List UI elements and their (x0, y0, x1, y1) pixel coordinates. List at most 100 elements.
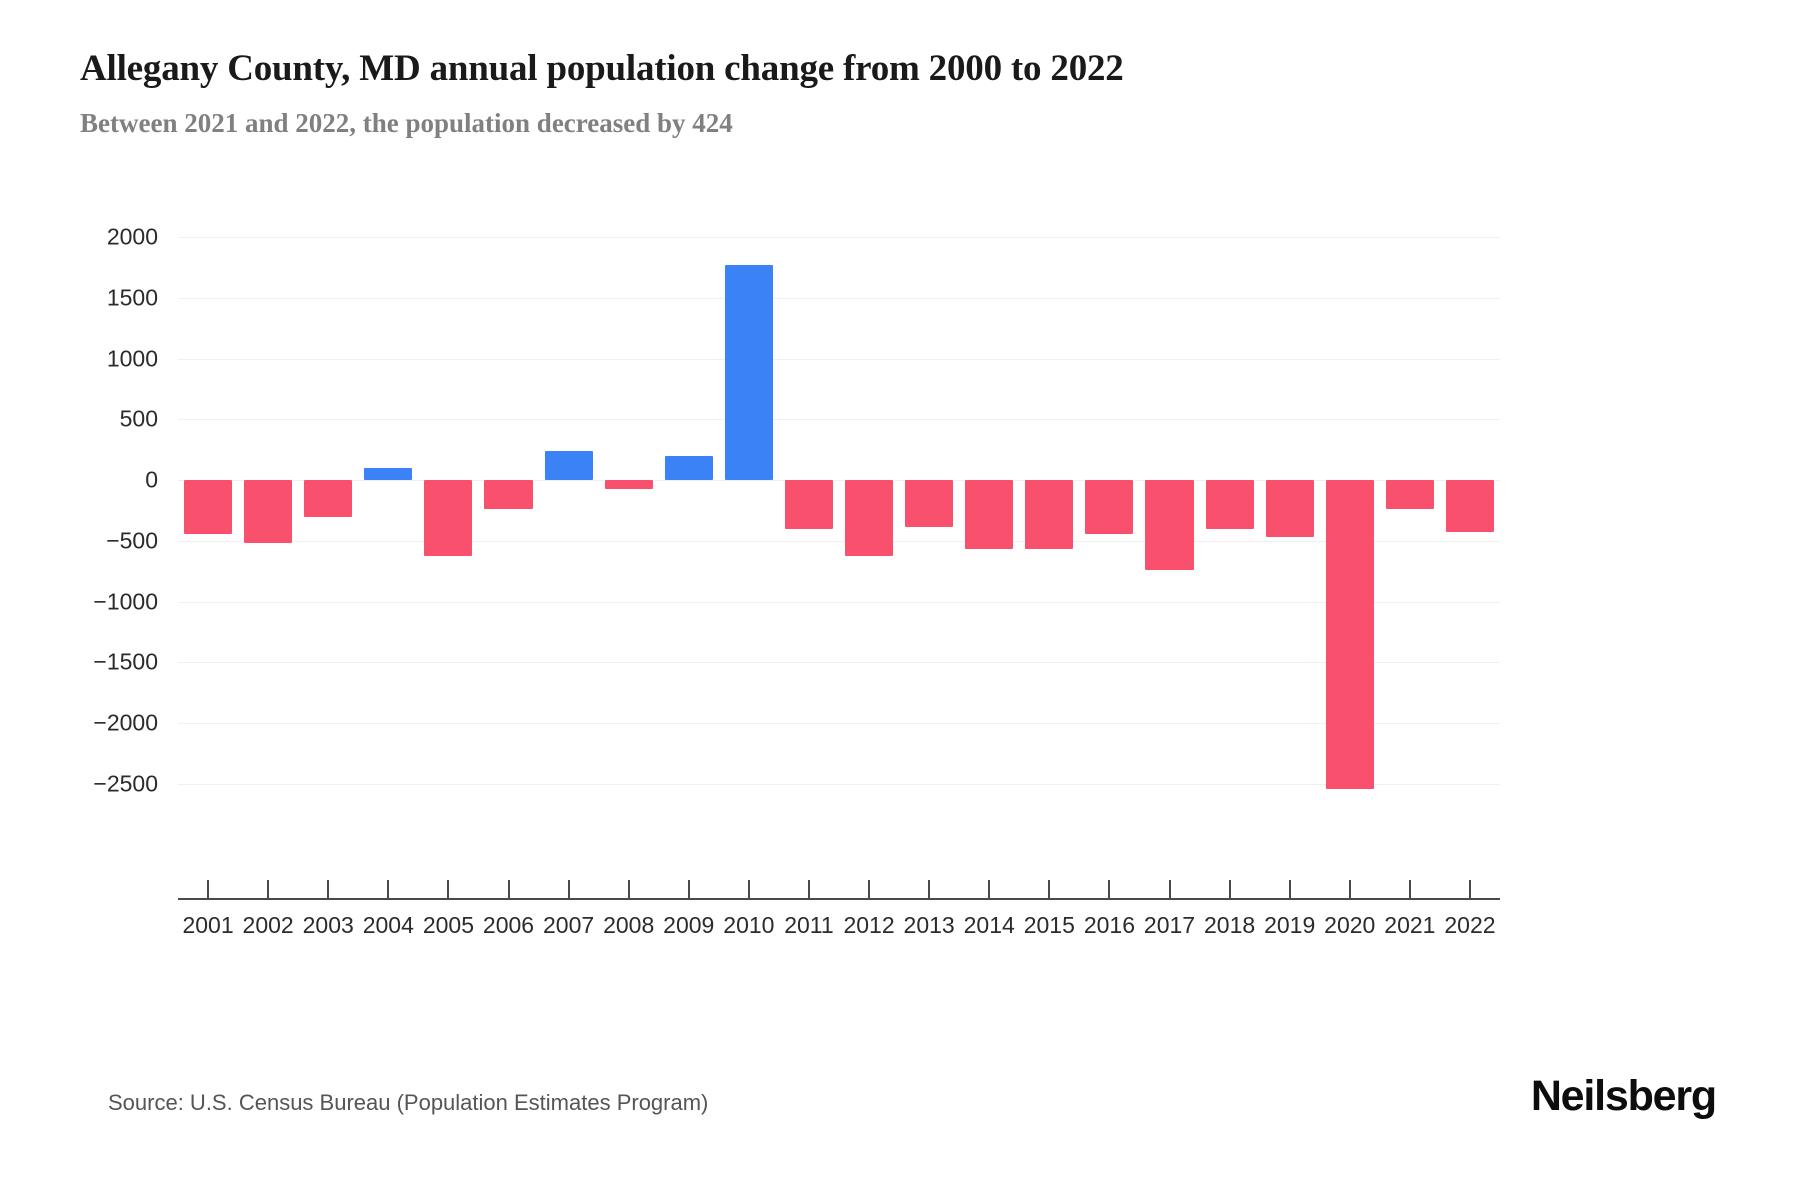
x-axis-tick (327, 880, 330, 898)
y-axis-tick-label: 2000 (106, 223, 158, 250)
bar-slot[interactable] (1260, 237, 1320, 784)
y-axis-tick-label: 1500 (106, 284, 158, 311)
x-axis-tick-label: 2018 (1203, 912, 1256, 938)
x-axis-tick-label: 2008 (603, 912, 655, 938)
bar-2011[interactable] (784, 480, 833, 530)
bar-2006[interactable] (484, 480, 533, 510)
bar-2017[interactable] (1145, 480, 1194, 571)
bar-slot[interactable] (238, 237, 298, 784)
x-axis-tick-label: 2020 (1324, 912, 1376, 938)
bar-2012[interactable] (845, 480, 894, 557)
x-axis-tick-label: 2003 (302, 912, 354, 938)
bar-slot[interactable] (719, 237, 779, 784)
bar-slot[interactable] (1200, 237, 1260, 784)
x-axis-tick (567, 880, 570, 898)
y-axis-tick-label: 1000 (106, 345, 158, 372)
bar-2003[interactable] (304, 480, 353, 518)
chart-header: Allegany County, MD annual population ch… (80, 46, 1720, 140)
x-axis-tick (988, 880, 991, 898)
bar-slot[interactable] (1139, 237, 1199, 784)
bar-slot[interactable] (659, 237, 719, 784)
x-axis-tick-label: 2017 (1143, 912, 1196, 938)
bar-2018[interactable] (1205, 480, 1254, 529)
x-axis-tick-label: 2007 (542, 912, 595, 938)
bar-slot[interactable] (1380, 237, 1440, 784)
bar-2021[interactable] (1385, 480, 1434, 510)
bar-slot[interactable] (1440, 237, 1500, 784)
y-axis-tick-label: −500 (106, 527, 158, 554)
bar-2009[interactable] (664, 455, 713, 481)
bar-slot[interactable] (358, 237, 418, 784)
x-axis-tick (507, 880, 510, 898)
bar-slot[interactable] (1320, 237, 1380, 789)
x-axis-tick-label: 2006 (482, 912, 535, 938)
bar-slot[interactable] (178, 237, 238, 784)
x-axis-tick-label: 2009 (663, 912, 715, 938)
y-axis-tick-label: −2000 (93, 709, 158, 736)
y-axis-tick-label: −1500 (93, 648, 158, 675)
x-axis-tick-label: 2012 (843, 912, 895, 938)
x-axis-tick (1228, 880, 1231, 898)
gridline (178, 662, 1500, 664)
x-axis-tick-label: 2011 (784, 912, 834, 938)
gridline (178, 540, 1500, 542)
bar-2008[interactable] (604, 480, 653, 489)
x-axis-tick (267, 880, 270, 898)
bar-2014[interactable] (965, 480, 1014, 549)
bar-slot[interactable] (539, 237, 599, 784)
bar-slot[interactable] (1019, 237, 1079, 784)
x-axis-tick-label: 2010 (723, 912, 775, 938)
x-axis-tick-label: 2001 (182, 912, 234, 938)
x-axis-tick-label: 2013 (903, 912, 955, 938)
x-axis-tick-label: 2002 (242, 912, 294, 938)
gridline (178, 480, 1500, 482)
bar-slot[interactable] (599, 237, 659, 784)
bar-2005[interactable] (424, 480, 473, 557)
bar-2016[interactable] (1085, 480, 1134, 535)
x-axis-tick (207, 880, 210, 898)
x-axis-tick (447, 880, 450, 898)
x-axis-tick-label: 2019 (1264, 912, 1316, 938)
x-axis-tick (1408, 880, 1411, 898)
x-axis-tick-label: 2015 (1023, 912, 1075, 938)
bar-2020[interactable] (1325, 480, 1374, 789)
bar-slot[interactable] (899, 237, 959, 784)
source-note: Source: U.S. Census Bureau (Population E… (108, 1090, 709, 1115)
gridline (178, 601, 1500, 603)
y-axis-tick-label: −2500 (93, 770, 158, 797)
bar-slot[interactable] (1079, 237, 1139, 784)
bar-slot[interactable] (839, 237, 899, 784)
bar-slot[interactable] (959, 237, 1019, 784)
bar-2013[interactable] (905, 480, 954, 527)
x-axis-tick (387, 880, 390, 898)
bar-2002[interactable] (244, 480, 293, 543)
bar-2001[interactable] (184, 480, 233, 534)
bars-container (178, 237, 1500, 789)
bar-slot[interactable] (298, 237, 358, 784)
bar-2004[interactable] (364, 467, 413, 481)
x-axis-tick (1468, 880, 1471, 898)
x-axis-tick-label: 2014 (963, 912, 1015, 938)
gridline (178, 358, 1500, 360)
x-axis-tick (1048, 880, 1051, 898)
bar-2019[interactable] (1265, 480, 1314, 537)
bar-slot[interactable] (478, 237, 538, 784)
x-axis-line (178, 898, 1500, 900)
bar-2022[interactable] (1445, 480, 1494, 532)
x-axis-tick (1168, 880, 1171, 898)
x-axis-tick (868, 880, 871, 898)
x-axis-tick-label: 2004 (362, 912, 414, 938)
x-axis-tick (928, 880, 931, 898)
x-axis-tick-label: 2005 (422, 912, 474, 938)
bar-slot[interactable] (418, 237, 478, 784)
bar-slot[interactable] (779, 237, 839, 784)
x-axis-tick (1288, 880, 1291, 898)
x-axis-tick-label: 2021 (1384, 912, 1436, 938)
bar-2010[interactable] (724, 264, 773, 481)
bar-2007[interactable] (544, 450, 593, 481)
gridline (178, 784, 1500, 785)
gridline (178, 237, 1500, 238)
bar-2015[interactable] (1025, 480, 1074, 549)
